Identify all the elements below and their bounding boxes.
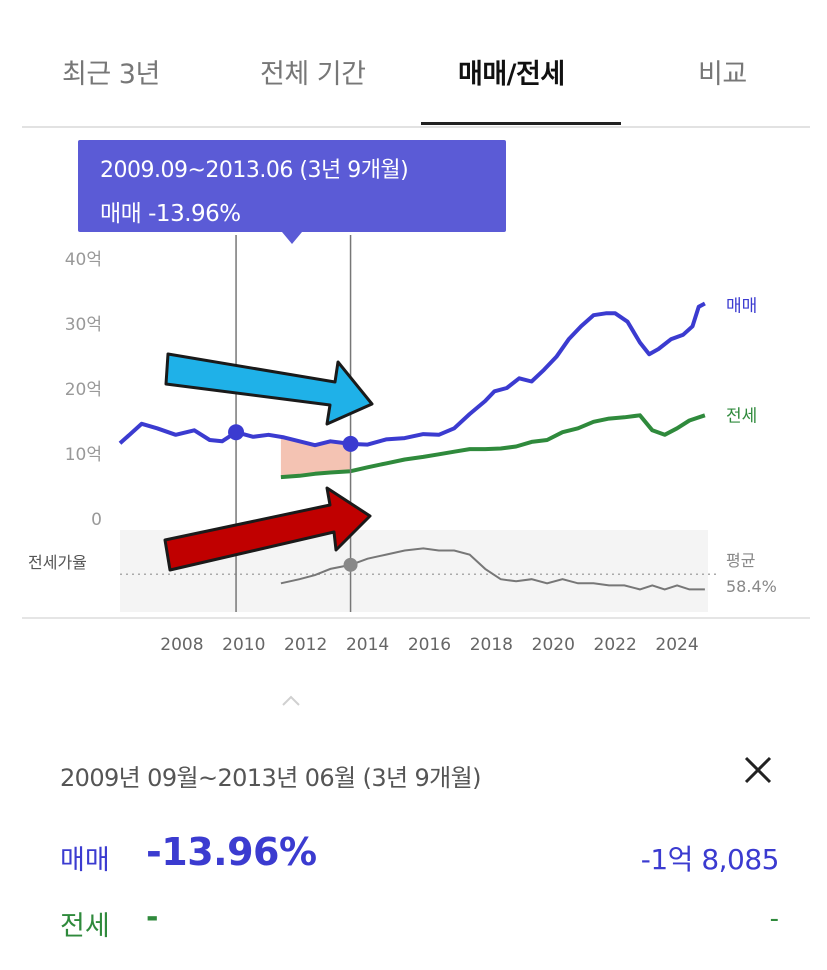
- summary-sale-amount: -1억 8,085: [640, 843, 780, 876]
- legend-average-value: 58.4%: [726, 577, 777, 596]
- summary-rent-label: 전세: [60, 911, 110, 942]
- x-tick-label: 2018: [470, 635, 513, 655]
- y-tick-label: 10억: [65, 445, 102, 465]
- y-tick-label: 0: [91, 510, 102, 530]
- tab-compare[interactable]: 비교: [698, 59, 747, 90]
- x-tick-label: 2022: [594, 635, 637, 655]
- legend-average-label: 평균: [726, 551, 755, 570]
- summary-sale-label: 매매: [60, 845, 110, 876]
- chart-tooltip: 2009.09~2013.06 (3년 9개월) 매매 -13.96%: [78, 140, 506, 232]
- tab-all-period[interactable]: 전체 기간: [260, 59, 366, 90]
- tooltip-change: 매매 -13.96%: [100, 201, 241, 227]
- legend-rent-label: 전세: [726, 406, 757, 426]
- tooltip-pointer: [282, 232, 302, 244]
- tab-sale-rent[interactable]: 매매/전세: [458, 59, 565, 90]
- x-tick-label: 2008: [160, 635, 203, 655]
- active-tab-indicator: [421, 122, 621, 125]
- tab-recent-3y[interactable]: 최근 3년: [62, 59, 160, 90]
- series-jeonse-ratio-line: [280, 547, 705, 591]
- tooltip-period: 2009.09~2013.06 (3년 9개월): [100, 158, 409, 183]
- x-tick-label: 2024: [655, 635, 698, 655]
- y-tick-label: 40억: [65, 250, 102, 270]
- x-tick-label: 2016: [408, 635, 451, 655]
- summary-period: 2009년 09월~2013년 06월 (3년 9개월): [60, 764, 481, 792]
- ratio-point-marker: [343, 557, 358, 572]
- y-tick-label: 30억: [65, 315, 102, 335]
- close-icon[interactable]: [736, 748, 780, 792]
- x-tick-label: 2014: [346, 635, 389, 655]
- blue-annotation-arrow: [164, 352, 374, 426]
- x-tick-label: 2010: [222, 635, 265, 655]
- series-jeonse-line: [280, 413, 706, 480]
- x-tick-label: 2020: [532, 635, 575, 655]
- selection-shading: [280, 436, 351, 478]
- summary-rent-pct: -: [146, 900, 159, 935]
- red-annotation-arrow: [163, 486, 372, 572]
- chevron-up-icon[interactable]: [280, 690, 302, 712]
- legend-sale-label: 매매: [726, 297, 757, 317]
- summary-rent-amount: -: [769, 904, 779, 934]
- x-tick-label: 2012: [284, 635, 327, 655]
- price-chart[interactable]: 0 10억 20억 30억 40억 2008 2010 2012 2014 2016 2018 202…: [0, 130, 827, 670]
- sale-point-marker: [342, 435, 359, 452]
- period-tabs: 최근 3년 전체 기간 매매/전세 비교: [22, 40, 810, 128]
- y-tick-label: 20억: [65, 380, 102, 400]
- sale-point-marker: [228, 424, 245, 441]
- legend-ratio-label: 전세가율: [28, 553, 87, 572]
- summary-sale-pct: -13.96%: [146, 830, 317, 874]
